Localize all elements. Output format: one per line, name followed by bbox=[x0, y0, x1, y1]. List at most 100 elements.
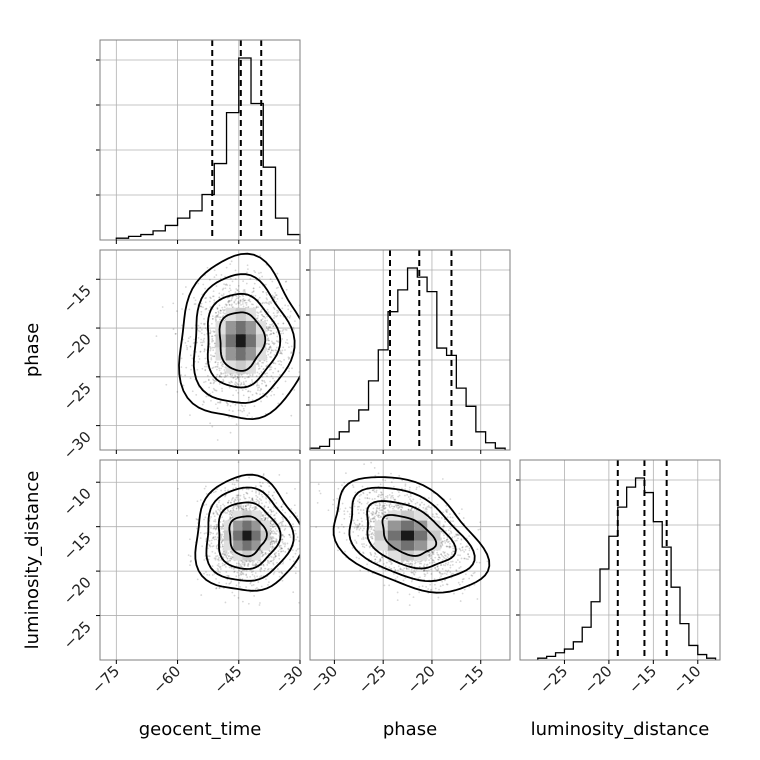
contour-line bbox=[218, 311, 267, 372]
density-cell bbox=[414, 530, 428, 541]
y-axis-label-luminosity-distance: luminosity_distance bbox=[22, 471, 43, 650]
density-cell bbox=[233, 520, 243, 531]
density-cell bbox=[233, 530, 243, 541]
density-cell bbox=[255, 347, 267, 361]
contour-line bbox=[217, 501, 282, 570]
density-cell bbox=[242, 530, 252, 541]
x-tick-label: −15 bbox=[452, 662, 487, 697]
x-axis-label-geocent-time: geocent_time bbox=[139, 719, 262, 740]
x-tick-label: −45 bbox=[210, 662, 245, 697]
samples-geocent_time-phase bbox=[155, 252, 300, 441]
density-cell bbox=[235, 320, 246, 335]
hist-panel-luminosity_distance bbox=[520, 460, 720, 660]
contour-line bbox=[332, 476, 491, 594]
density-cell bbox=[225, 320, 236, 335]
x-tick-label: −75 bbox=[88, 662, 123, 697]
panel-frame bbox=[99, 39, 301, 241]
density-cell bbox=[427, 530, 441, 541]
histogram-luminosity_distance bbox=[537, 477, 717, 660]
hist-panel-phase bbox=[310, 250, 510, 450]
scatter-panel-geocent_time-phase bbox=[100, 250, 300, 450]
density-cell bbox=[242, 540, 252, 551]
density-cell bbox=[260, 520, 270, 531]
panel-frame bbox=[99, 459, 301, 661]
density-cell bbox=[251, 550, 261, 561]
y-tick-label: −20 bbox=[60, 573, 95, 608]
density-cell bbox=[255, 334, 267, 348]
y-tick-label: −20 bbox=[60, 330, 95, 365]
x-tick-label: −10 bbox=[669, 662, 704, 697]
x-tick-label: −30 bbox=[306, 662, 341, 697]
x-tick-label: −20 bbox=[581, 662, 616, 697]
density-cell bbox=[245, 347, 256, 361]
density-cell bbox=[235, 347, 246, 361]
density-cell bbox=[414, 520, 428, 531]
x-axis-label-phase: phase bbox=[383, 719, 437, 740]
panel-frame bbox=[309, 249, 511, 451]
contour-line bbox=[192, 273, 296, 404]
density-cell bbox=[223, 540, 234, 551]
contour-line bbox=[205, 486, 295, 582]
density-cell bbox=[251, 520, 261, 531]
density-cell bbox=[242, 520, 252, 531]
density-cell bbox=[225, 347, 236, 361]
y-tick-label: −10 bbox=[60, 484, 95, 519]
y-tick-label: −25 bbox=[60, 618, 95, 653]
y-tick-label: −25 bbox=[60, 379, 95, 414]
histogram-geocent_time bbox=[115, 57, 301, 240]
scatter-panel-geocent_time-luminosity_distance bbox=[100, 460, 300, 660]
contour-line bbox=[348, 486, 476, 583]
density-cell bbox=[251, 540, 261, 551]
panel-frame bbox=[309, 459, 511, 661]
contour-line bbox=[366, 500, 457, 570]
density-cell bbox=[225, 334, 236, 348]
density-cell bbox=[260, 540, 270, 551]
density-cell bbox=[387, 530, 401, 541]
density-cell bbox=[387, 540, 401, 551]
x-tick-label: −15 bbox=[625, 662, 660, 697]
histogram-phase bbox=[309, 267, 506, 450]
contour-line bbox=[194, 473, 300, 592]
density-cell bbox=[387, 520, 401, 531]
density-cell bbox=[400, 520, 415, 531]
density-cell bbox=[233, 510, 243, 521]
x-tick-label: −25 bbox=[536, 662, 571, 697]
density-cell bbox=[223, 530, 234, 541]
x-tick-label: −30 bbox=[272, 662, 307, 697]
density-cell bbox=[235, 307, 246, 321]
density-cell bbox=[245, 320, 256, 335]
y-tick-label: −15 bbox=[60, 529, 95, 564]
density-cell bbox=[251, 510, 261, 521]
contour-line bbox=[228, 515, 268, 558]
density-cell bbox=[233, 540, 243, 551]
density-cell bbox=[400, 510, 415, 521]
density-cell bbox=[233, 550, 243, 561]
samples-geocent_time-luminosity_distance bbox=[177, 461, 300, 606]
density-cell bbox=[414, 510, 428, 521]
density-cell bbox=[374, 530, 388, 541]
density-cell bbox=[223, 520, 234, 531]
y-axis-label-phase: phase bbox=[22, 323, 43, 377]
density-cell bbox=[387, 550, 401, 561]
hist-panel-geocent_time bbox=[100, 40, 300, 240]
panel-frame bbox=[99, 249, 301, 451]
density-cell bbox=[374, 540, 388, 551]
density-cell bbox=[235, 334, 246, 348]
panel-frame bbox=[519, 459, 721, 661]
density-cell bbox=[400, 550, 415, 561]
density-cell bbox=[427, 540, 441, 551]
contour-line bbox=[381, 514, 438, 557]
density-cell bbox=[260, 530, 270, 541]
density-cell bbox=[400, 530, 415, 541]
samples-phase-luminosity_distance bbox=[315, 461, 491, 606]
x-tick-label: −60 bbox=[149, 662, 184, 697]
density-cell bbox=[400, 540, 415, 551]
x-axis-label-luminosity-distance: luminosity_distance bbox=[531, 719, 710, 740]
contour-line bbox=[206, 292, 282, 389]
density-cell bbox=[245, 334, 256, 348]
density-cell bbox=[251, 530, 261, 541]
contour-line bbox=[178, 252, 300, 421]
y-tick-label: −15 bbox=[60, 281, 95, 316]
density-cell bbox=[414, 540, 428, 551]
